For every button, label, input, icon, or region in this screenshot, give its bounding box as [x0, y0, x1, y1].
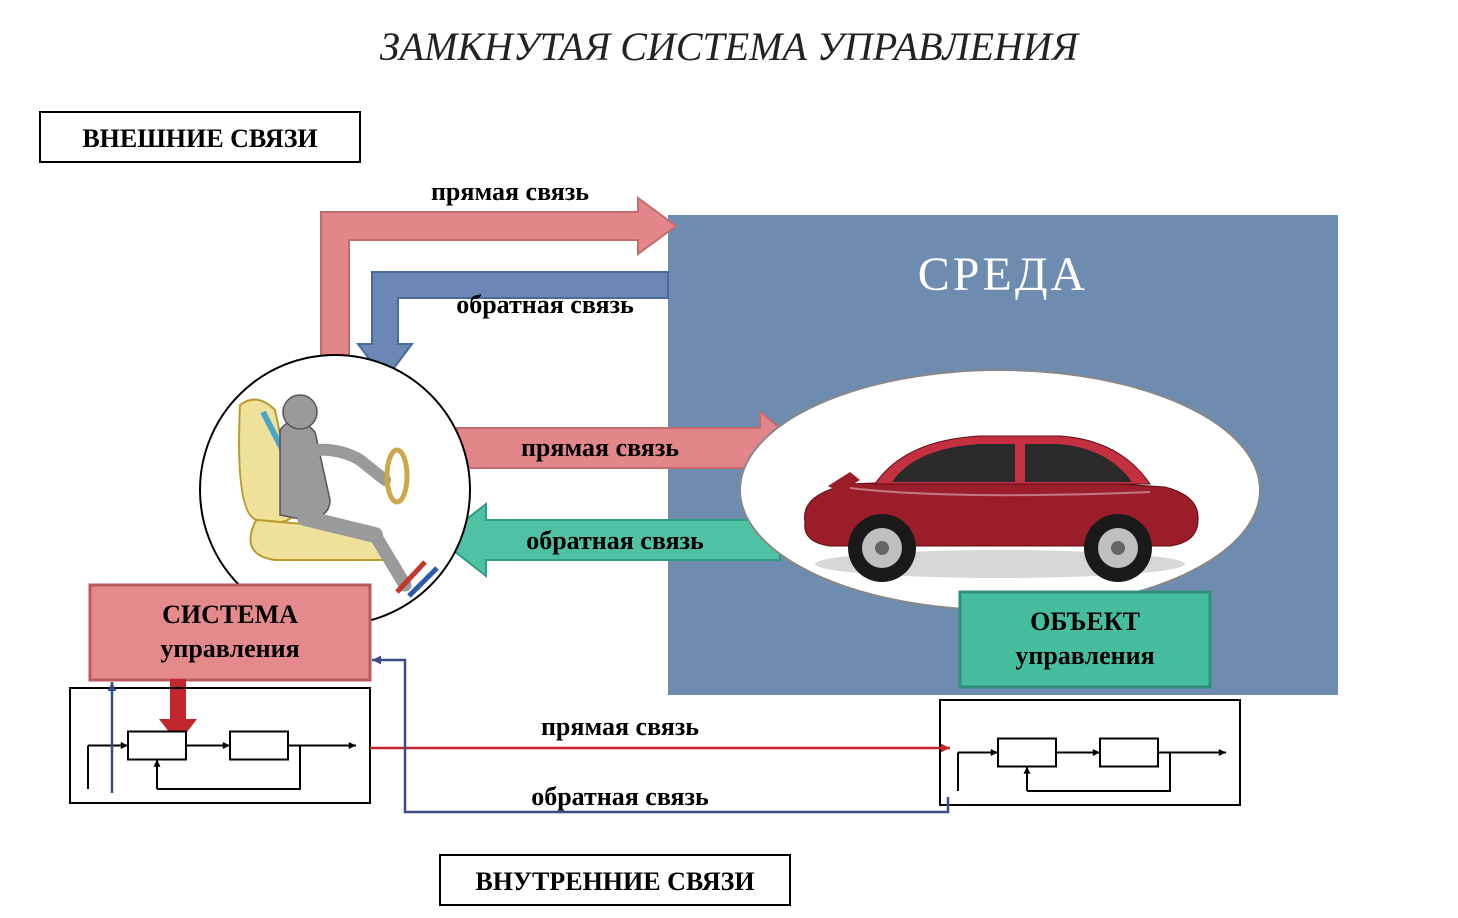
label-direct-main: прямая связь — [521, 433, 679, 462]
label-feedback-ext: обратная связь — [456, 290, 634, 319]
object-label-1: ОБЪЕКТ — [1030, 607, 1140, 636]
label-direct-ext: прямая связь — [431, 177, 589, 206]
internal-links-label: ВНУТРЕННИЕ СВЯЗИ — [475, 867, 754, 896]
page-title: ЗАМКНУТАЯ СИСТЕМА УПРАВЛЕНИЯ — [380, 24, 1081, 69]
label-feedback-main: обратная связь — [526, 526, 704, 555]
environment-label: СРЕДА — [918, 248, 1088, 301]
object-label-2: управления — [1015, 641, 1154, 670]
sub-diagram-object — [940, 700, 1240, 805]
arrow-feedback-external — [358, 272, 668, 380]
label-feedback-int: обратная связь — [531, 782, 709, 811]
system-label-1: СИСТЕМА — [162, 600, 298, 629]
external-links-label: ВНЕШНИЕ СВЯЗИ — [82, 124, 317, 153]
system-label-2: управления — [160, 634, 299, 663]
label-direct-int: прямая связь — [541, 712, 699, 741]
sub-diagram-system — [70, 688, 370, 803]
diagram-canvas: ЗАМКНУТАЯ СИСТЕМА УПРАВЛЕНИЯ ВНЕШНИЕ СВЯЗ… — [0, 0, 1458, 918]
